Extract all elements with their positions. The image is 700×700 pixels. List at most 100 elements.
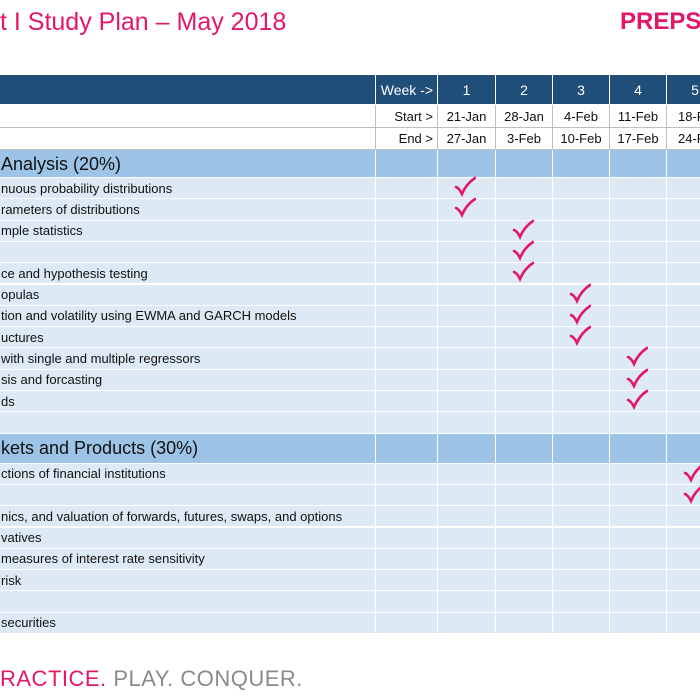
start-label: Start > bbox=[376, 105, 438, 128]
week-cell bbox=[667, 199, 700, 221]
week-cell bbox=[438, 284, 496, 306]
week-cell bbox=[438, 484, 496, 507]
row-label: ce and hypothesis testing bbox=[0, 263, 376, 285]
week-cell bbox=[553, 178, 610, 200]
logo: PREPS bbox=[620, 8, 700, 36]
week-cell bbox=[438, 506, 496, 528]
week-cell bbox=[438, 570, 496, 592]
week-cell bbox=[553, 612, 610, 634]
checkmark bbox=[569, 283, 591, 304]
week-number: 4 bbox=[610, 75, 667, 105]
week-cell bbox=[610, 506, 667, 528]
week-cell bbox=[667, 327, 700, 349]
week-cell bbox=[438, 463, 496, 485]
week-cell bbox=[553, 369, 610, 391]
week-cell bbox=[667, 506, 700, 528]
logo-rest: S bbox=[685, 8, 700, 35]
checkmark-path bbox=[512, 261, 534, 283]
section-fill bbox=[438, 433, 496, 464]
week-cell bbox=[496, 591, 553, 613]
row-label: mple statistics bbox=[0, 220, 376, 242]
week-cell bbox=[610, 527, 667, 549]
section-fill bbox=[610, 150, 667, 178]
week-cell bbox=[610, 241, 667, 264]
row-fill bbox=[376, 570, 438, 592]
checkmark bbox=[626, 389, 648, 410]
week-cell bbox=[667, 263, 700, 285]
week-start: 11-Feb bbox=[610, 105, 667, 128]
checkmark-path bbox=[512, 219, 534, 240]
checkmark bbox=[626, 347, 648, 368]
week-cell bbox=[553, 506, 610, 528]
checkmark-path bbox=[683, 486, 700, 504]
week-cell bbox=[438, 327, 496, 349]
row-label: ds bbox=[0, 391, 376, 413]
week-cell bbox=[610, 284, 667, 306]
row-label: securities bbox=[0, 612, 376, 634]
week-end: 27-Jan bbox=[438, 128, 496, 150]
week-cell bbox=[610, 369, 667, 391]
week-cell bbox=[610, 484, 667, 507]
row-fill bbox=[376, 463, 438, 485]
week-cell bbox=[553, 591, 610, 613]
checkmark bbox=[683, 486, 700, 504]
week-cell bbox=[553, 484, 610, 507]
section-fill bbox=[553, 433, 610, 464]
checkmark bbox=[626, 368, 648, 389]
week-cell bbox=[610, 570, 667, 592]
title: t I Study Plan – May 2018 bbox=[0, 8, 287, 36]
week-cell bbox=[667, 241, 700, 264]
week-number: 1 bbox=[438, 75, 496, 105]
section-fill bbox=[376, 150, 438, 178]
week-cell bbox=[610, 263, 667, 285]
week-cell bbox=[553, 263, 610, 285]
section-fill bbox=[667, 433, 700, 464]
section-title: Analysis (20%) bbox=[0, 150, 376, 178]
end-blank bbox=[0, 128, 376, 150]
row-fill bbox=[376, 527, 438, 549]
week-cell bbox=[610, 591, 667, 613]
week-end: 24-Fe bbox=[667, 128, 700, 150]
checkmark-path bbox=[454, 176, 476, 197]
week-cell bbox=[496, 241, 553, 264]
row-fill bbox=[376, 241, 438, 264]
week-cell bbox=[438, 305, 496, 328]
week-cell bbox=[553, 412, 610, 434]
week-number: 3 bbox=[553, 75, 610, 105]
week-cell bbox=[496, 527, 553, 549]
week-number: 2 bbox=[496, 75, 553, 105]
row-fill bbox=[376, 612, 438, 634]
row-fill bbox=[376, 369, 438, 391]
week-cell bbox=[496, 348, 553, 370]
row-fill bbox=[376, 348, 438, 370]
checkmark bbox=[512, 240, 534, 261]
week-end: 10-Feb bbox=[553, 128, 610, 150]
row-label: measures of interest rate sensitivity bbox=[0, 548, 376, 571]
week-end: 17-Feb bbox=[610, 128, 667, 150]
row-label: sis and forcasting bbox=[0, 369, 376, 391]
week-cell bbox=[496, 570, 553, 592]
week-cell bbox=[438, 348, 496, 370]
week-cell bbox=[496, 327, 553, 349]
week-cell bbox=[496, 463, 553, 485]
section-fill bbox=[496, 150, 553, 178]
row-fill bbox=[376, 506, 438, 528]
row-label: nics, and valuation of forwards, futures… bbox=[0, 506, 376, 528]
week-cell bbox=[438, 391, 496, 413]
week-cell bbox=[496, 220, 553, 242]
row-label bbox=[0, 412, 376, 434]
week-cell bbox=[553, 527, 610, 549]
week-cell bbox=[667, 284, 700, 306]
week-cell bbox=[438, 220, 496, 242]
section-fill bbox=[438, 150, 496, 178]
week-cell bbox=[553, 327, 610, 349]
week-cell bbox=[610, 220, 667, 242]
week-cell bbox=[553, 391, 610, 413]
row-fill bbox=[376, 484, 438, 507]
week-cell bbox=[553, 348, 610, 370]
section-title: kets and Products (30%) bbox=[0, 433, 376, 464]
section-fill bbox=[553, 150, 610, 178]
checkmark-path bbox=[683, 464, 700, 483]
row-fill bbox=[376, 327, 438, 349]
